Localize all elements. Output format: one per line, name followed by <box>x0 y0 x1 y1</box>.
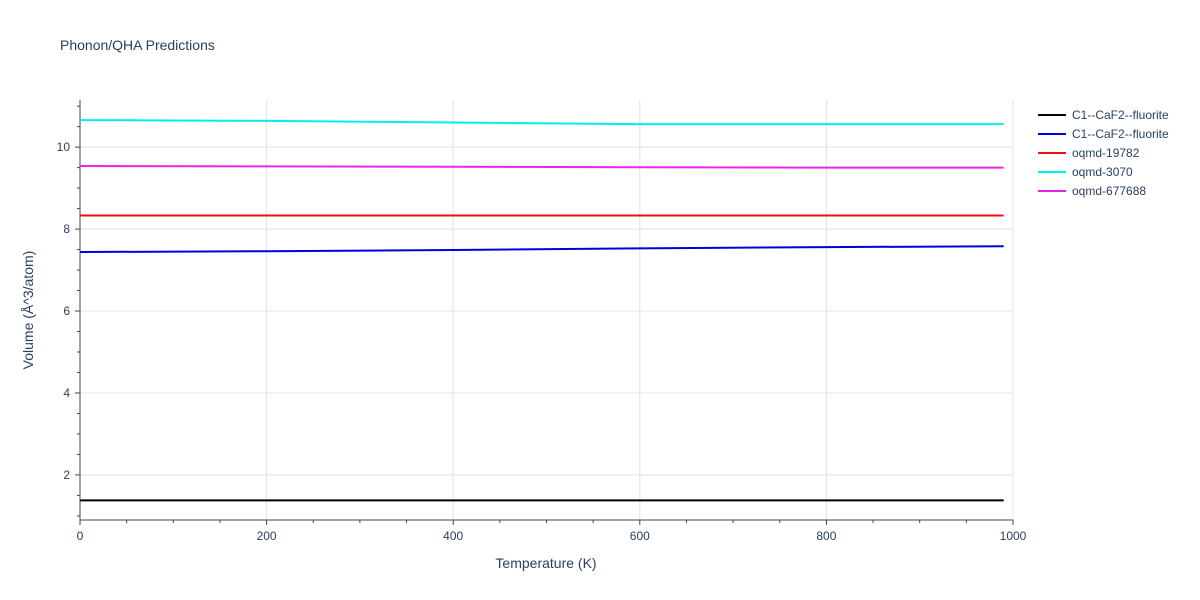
x-tick-label: 200 <box>257 529 277 543</box>
legend-item-2: C1--CaF2--fluorite <box>1038 127 1169 141</box>
y-tick-label: 6 <box>63 304 70 318</box>
x-axis-title: Temperature (K) <box>495 555 596 571</box>
legend-label: oqmd-677688 <box>1072 184 1146 198</box>
series-group <box>79 119 1004 502</box>
legend-item-1: C1--CaF2--fluorite <box>1038 108 1169 122</box>
legend-item-4: oqmd-3070 <box>1038 165 1133 179</box>
x-tick-label: 0 <box>77 529 84 543</box>
legend-item-3: oqmd-19782 <box>1038 146 1140 160</box>
y-tick-label: 2 <box>63 468 70 482</box>
y-tick-label: 10 <box>57 140 71 154</box>
axes <box>75 100 1014 525</box>
chart-title: Phonon/QHA Predictions <box>60 37 215 53</box>
legend-label: C1--CaF2--fluorite <box>1072 127 1169 141</box>
x-tick-label: 400 <box>443 529 463 543</box>
series-line-4 <box>79 119 1004 126</box>
y-tick-label: 8 <box>63 222 70 236</box>
y-tick-label: 4 <box>63 386 70 400</box>
tick-labels: 0 200 400 600 800 1000 2 4 6 8 10 <box>57 140 1027 543</box>
series-line-2 <box>79 245 1004 254</box>
legend-label: C1--CaF2--fluorite <box>1072 108 1169 122</box>
legend-item-5: oqmd-677688 <box>1038 184 1146 198</box>
legend: C1--CaF2--fluorite C1--CaF2--fluorite oqmd… <box>1038 108 1169 198</box>
y-axis-title: Volume (Å^3/atom) <box>20 251 36 370</box>
grid-lines <box>80 100 1014 520</box>
x-tick-label: 1000 <box>1000 529 1027 543</box>
x-tick-label: 600 <box>630 529 650 543</box>
legend-label: oqmd-3070 <box>1072 165 1133 179</box>
legend-label: oqmd-19782 <box>1072 146 1140 160</box>
x-tick-label: 800 <box>816 529 836 543</box>
series-line-5 <box>79 164 1004 169</box>
